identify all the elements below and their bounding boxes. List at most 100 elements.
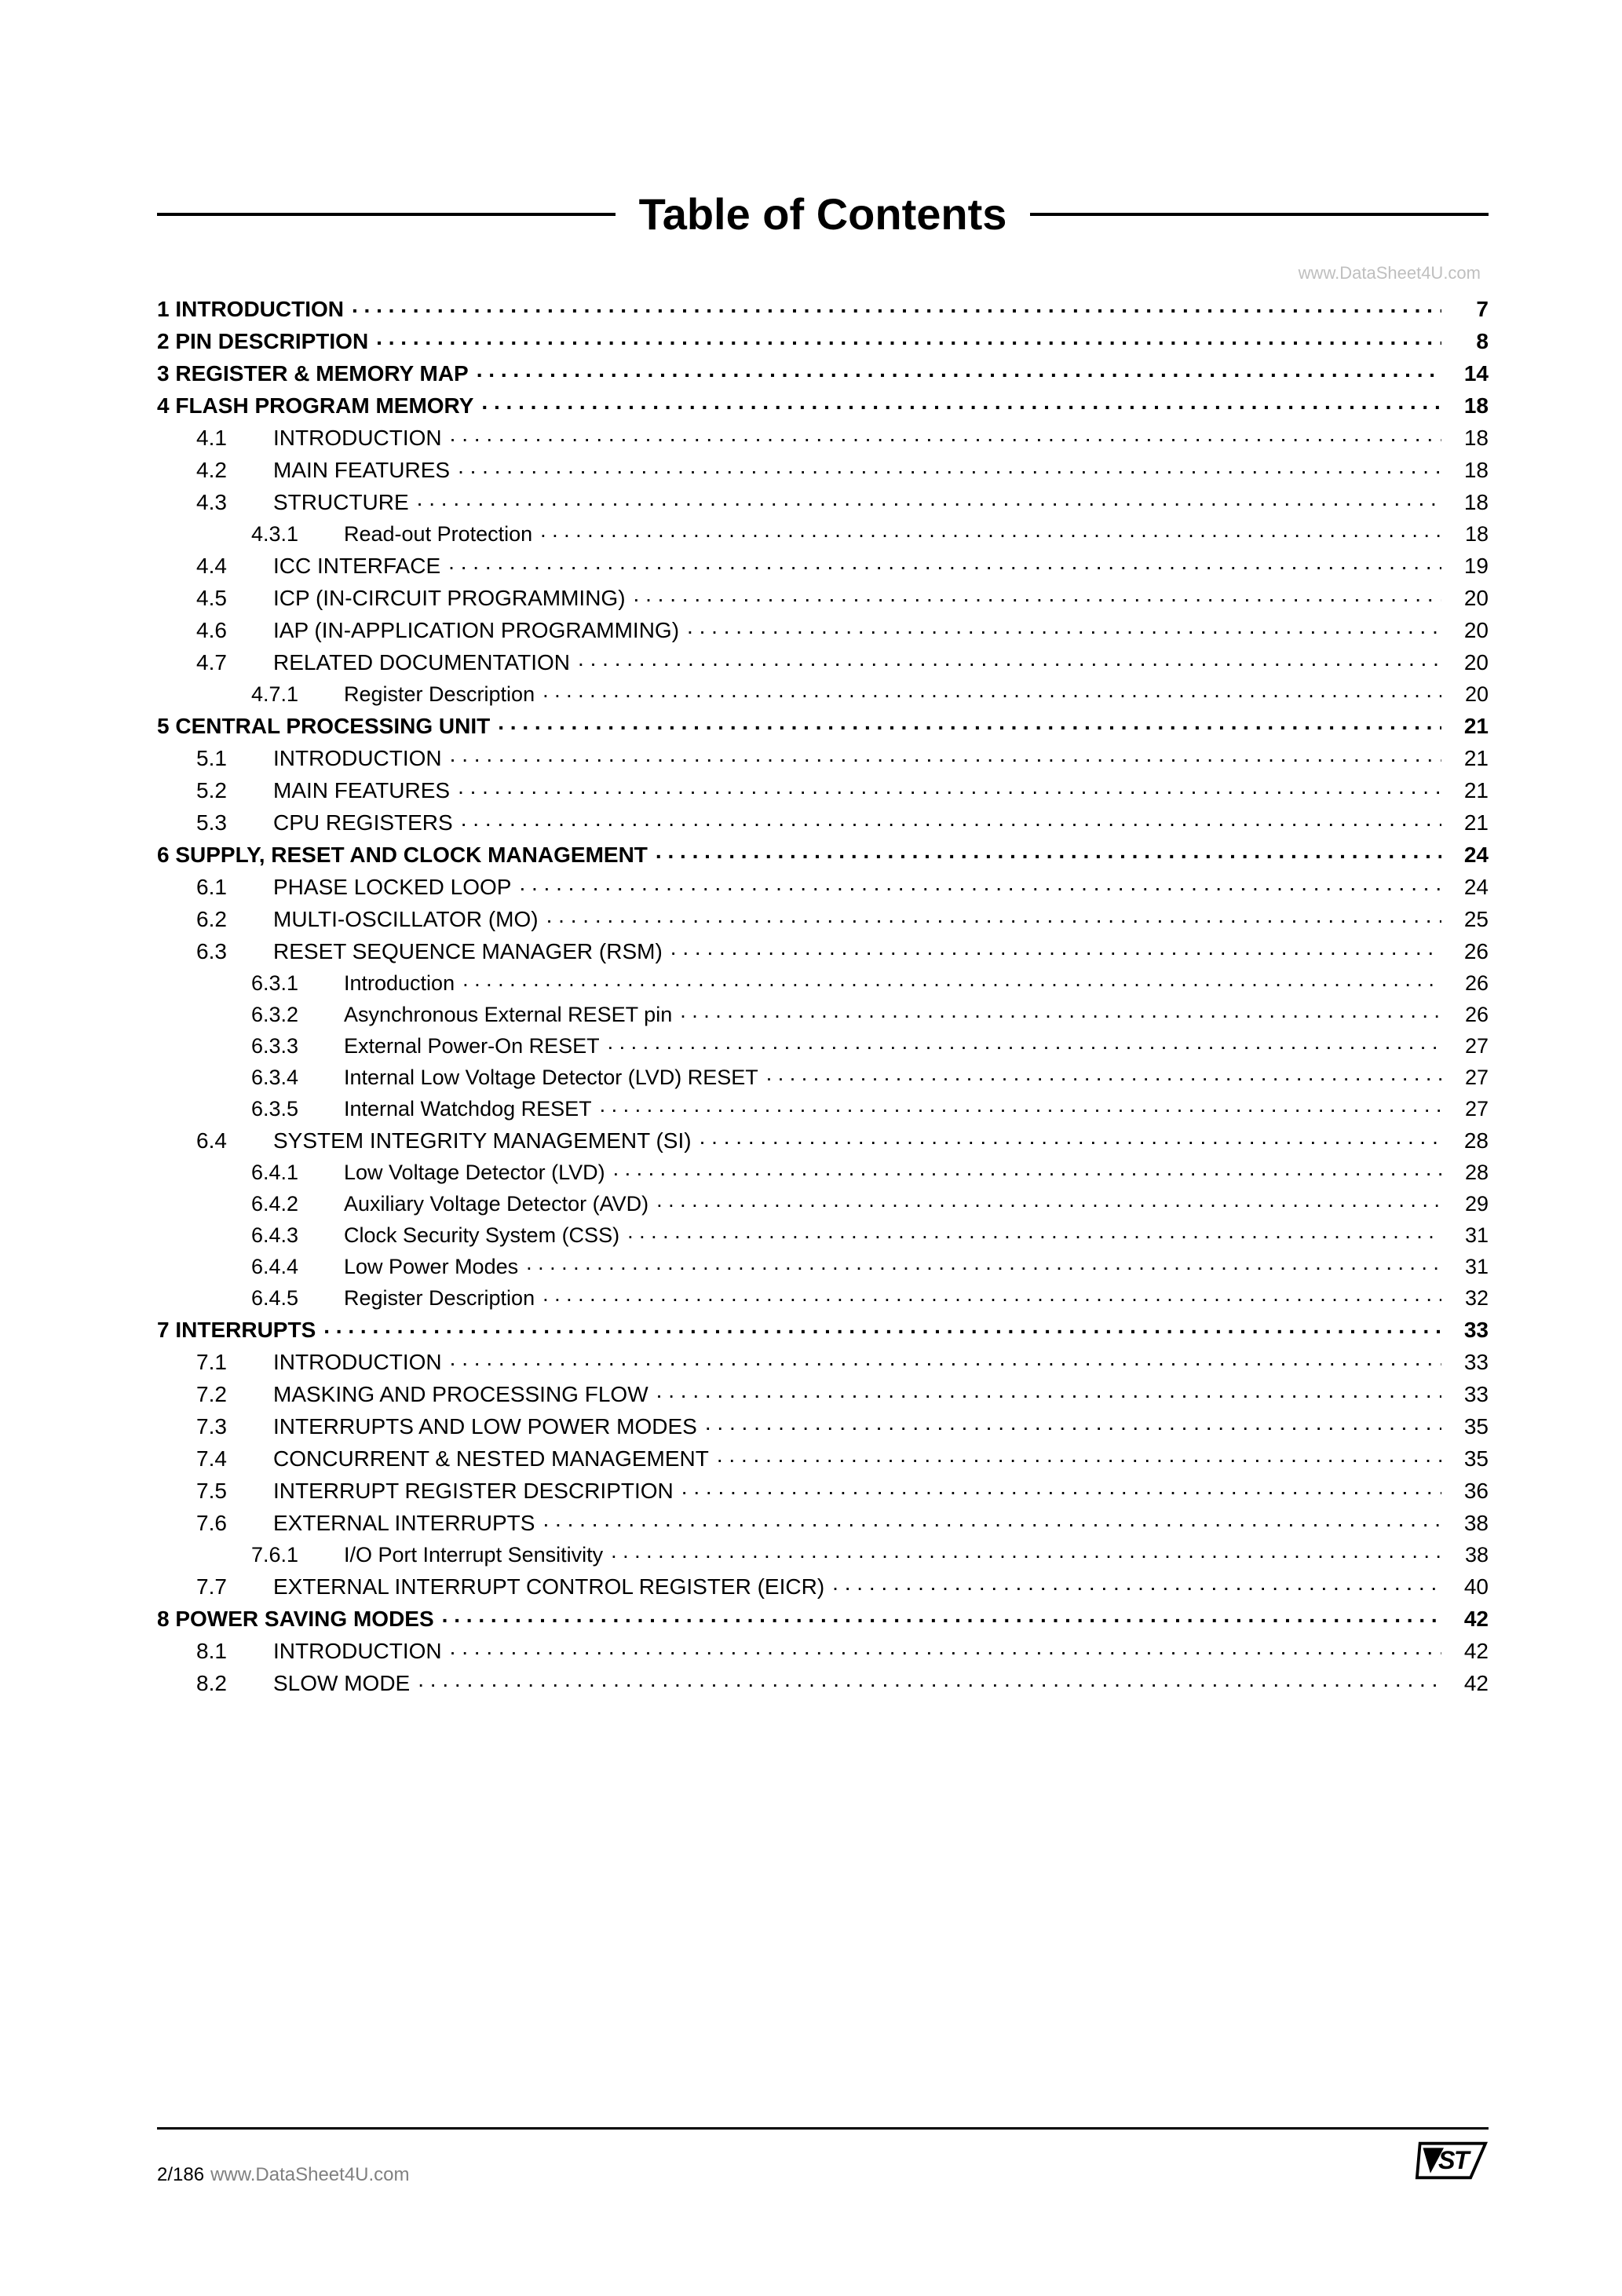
toc-entry-label: INTRODUCTION bbox=[273, 1640, 450, 1662]
toc-entry-label: I/O Port Interrupt Sensitivity bbox=[344, 1545, 611, 1566]
toc-leader-dots bbox=[542, 1508, 1441, 1530]
title-rule-left bbox=[157, 213, 616, 216]
toc-entry: 4 FLASH PROGRAM MEMORY18 bbox=[157, 391, 1489, 417]
toc-entry-label: RELATED DOCUMENTATION bbox=[273, 652, 578, 674]
toc-entry-page: 20 bbox=[1441, 652, 1489, 674]
toc-leader-dots bbox=[477, 359, 1441, 381]
toc-leader-dots bbox=[323, 1315, 1441, 1337]
toc-entry-label: CPU REGISTERS bbox=[273, 812, 461, 834]
toc-leader-dots bbox=[540, 520, 1441, 541]
toc-entry: 4.6IAP (IN-APPLICATION PROGRAMMING)20 bbox=[196, 616, 1489, 642]
toc-entry-page: 21 bbox=[1441, 812, 1489, 834]
toc-entry-page: 31 bbox=[1441, 1225, 1489, 1246]
toc-entry-page: 26 bbox=[1441, 941, 1489, 963]
toc-entry-number: 4.4 bbox=[196, 555, 273, 577]
toc-entry-page: 18 bbox=[1441, 427, 1489, 449]
toc-entry-page: 42 bbox=[1441, 1640, 1489, 1662]
toc-entry-page: 27 bbox=[1441, 1067, 1489, 1088]
toc-entry-label: ICC INTERFACE bbox=[273, 555, 448, 577]
toc-entry: 5.2MAIN FEATURES21 bbox=[196, 776, 1489, 802]
toc-entry-page: 38 bbox=[1441, 1512, 1489, 1534]
toc-entry: 4.4ICC INTERFACE19 bbox=[196, 551, 1489, 577]
toc-entry: 4.1INTRODUCTION18 bbox=[196, 423, 1489, 449]
toc-leader-dots bbox=[498, 711, 1441, 733]
toc-leader-dots bbox=[376, 327, 1441, 349]
toc-entry-page: 18 bbox=[1441, 492, 1489, 514]
toc-entry-label: 7 INTERRUPTS bbox=[157, 1319, 323, 1341]
toc-entry: 5.3CPU REGISTERS 21 bbox=[196, 808, 1489, 834]
toc-entry: 6.1PHASE LOCKED LOOP24 bbox=[196, 872, 1489, 898]
toc-leader-dots bbox=[526, 1252, 1441, 1274]
toc-entry: 6.3.3External Power-On RESET27 bbox=[251, 1032, 1489, 1057]
toc-leader-dots bbox=[450, 423, 1441, 445]
toc-entry: 5 CENTRAL PROCESSING UNIT21 bbox=[157, 711, 1489, 737]
toc-entry-number: 6.4.4 bbox=[251, 1256, 344, 1278]
toc-entry-page: 18 bbox=[1441, 524, 1489, 545]
footer-left: 2/186www.DataSheet4U.com bbox=[157, 2164, 410, 2186]
toc-entry-number: 7.1 bbox=[196, 1351, 273, 1373]
toc-entry-page: 8 bbox=[1441, 331, 1489, 353]
toc-entry-label: MAIN FEATURES bbox=[273, 459, 458, 481]
toc-entry: 4.5ICP (IN-CIRCUIT PROGRAMMING)20 bbox=[196, 583, 1489, 609]
toc-entry-page: 20 bbox=[1441, 684, 1489, 705]
toc-entry-page: 25 bbox=[1441, 909, 1489, 930]
toc-entry-page: 29 bbox=[1441, 1194, 1489, 1215]
toc-entry-page: 28 bbox=[1441, 1130, 1489, 1152]
toc-entry: 6.3.5Internal Watchdog RESET27 bbox=[251, 1095, 1489, 1120]
toc-entry-label: EXTERNAL INTERRUPT CONTROL REGISTER (EIC… bbox=[273, 1576, 832, 1598]
toc-entry: 6.4.1Low Voltage Detector (LVD)28 bbox=[251, 1158, 1489, 1183]
toc-entry: 1 INTRODUCTION7 bbox=[157, 294, 1489, 320]
toc-entry-label: INTRODUCTION bbox=[273, 748, 450, 770]
toc-leader-dots bbox=[442, 1604, 1441, 1626]
toc-leader-dots bbox=[600, 1095, 1441, 1116]
toc-entry-number: 6.4.2 bbox=[251, 1194, 344, 1215]
toc-leader-dots bbox=[448, 551, 1441, 573]
toc-entry-label: 6 SUPPLY, RESET AND CLOCK MANAGEMENT bbox=[157, 844, 656, 866]
toc-entry: 7.4CONCURRENT & NESTED MANAGEMENT35 bbox=[196, 1444, 1489, 1470]
toc-entry-label: INTERRUPTS AND LOW POWER MODES bbox=[273, 1416, 705, 1438]
toc-entry: 7.5INTERRUPT REGISTER DESCRIPTION36 bbox=[196, 1476, 1489, 1502]
toc-entry: 6.4SYSTEM INTEGRITY MANAGEMENT (SI)28 bbox=[196, 1126, 1489, 1152]
toc-entry: 6.4.4Low Power Modes31 bbox=[251, 1252, 1489, 1278]
toc-entry: 6.4.3Clock Security System (CSS)31 bbox=[251, 1221, 1489, 1246]
toc-entry-page: 26 bbox=[1441, 1004, 1489, 1026]
toc-entry-page: 35 bbox=[1441, 1448, 1489, 1470]
toc-entry: 6.4.5Register Description32 bbox=[251, 1284, 1489, 1309]
toc-leader-dots bbox=[578, 648, 1441, 670]
svg-text:T: T bbox=[1454, 2146, 1471, 2174]
toc-entry-label: INTERRUPT REGISTER DESCRIPTION bbox=[273, 1480, 681, 1502]
toc-leader-dots bbox=[700, 1126, 1441, 1148]
toc-entry: 6.3RESET SEQUENCE MANAGER (RSM)26 bbox=[196, 937, 1489, 963]
toc-leader-dots bbox=[681, 1476, 1441, 1498]
toc-entry-number: 7.6 bbox=[196, 1512, 273, 1534]
toc-entry: 4.3.1Read-out Protection18 bbox=[251, 520, 1489, 545]
toc-entry-number: 6.4.1 bbox=[251, 1162, 344, 1183]
toc-entry-label: MAIN FEATURES bbox=[273, 780, 458, 802]
toc-entry: 6 SUPPLY, RESET AND CLOCK MANAGEMENT24 bbox=[157, 840, 1489, 866]
toc-entry: 8 POWER SAVING MODES42 bbox=[157, 1604, 1489, 1630]
toc-leader-dots bbox=[656, 1380, 1441, 1402]
toc-entry-page: 32 bbox=[1441, 1288, 1489, 1309]
toc-leader-dots bbox=[458, 455, 1441, 477]
toc-entry-page: 27 bbox=[1441, 1099, 1489, 1120]
toc-entry-label: Internal Watchdog RESET bbox=[344, 1099, 600, 1120]
toc-entry-page: 33 bbox=[1441, 1351, 1489, 1373]
toc-entry-page: 36 bbox=[1441, 1480, 1489, 1502]
toc-entry-number: 4.7 bbox=[196, 652, 273, 674]
toc-entry-number: 6.3.1 bbox=[251, 973, 344, 994]
toc-entry-number: 6.3 bbox=[196, 941, 273, 963]
toc-entry: 5.1INTRODUCTION21 bbox=[196, 744, 1489, 770]
toc-entry: 7.6.1I/O Port Interrupt Sensitivity38 bbox=[251, 1541, 1489, 1566]
toc-entry-number: 7.4 bbox=[196, 1448, 273, 1470]
toc-entry-number: 5.3 bbox=[196, 812, 273, 834]
page-title: Table of Contents bbox=[639, 188, 1007, 239]
toc-entry-label: Auxiliary Voltage Detector (AVD) bbox=[344, 1194, 656, 1215]
toc-entry-label: Low Voltage Detector (LVD) bbox=[344, 1162, 613, 1183]
toc-entry-number: 4.1 bbox=[196, 427, 273, 449]
toc-entry-label: Asynchronous External RESET pin bbox=[344, 1004, 680, 1026]
page: Table of Contents www.DataSheet4U.com 1 … bbox=[0, 0, 1622, 2296]
toc-entry: 6.3.2Asynchronous External RESET pin26 bbox=[251, 1000, 1489, 1026]
toc-entry-number: 7.2 bbox=[196, 1384, 273, 1406]
toc-leader-dots bbox=[766, 1063, 1441, 1084]
toc-entry-page: 18 bbox=[1441, 395, 1489, 417]
